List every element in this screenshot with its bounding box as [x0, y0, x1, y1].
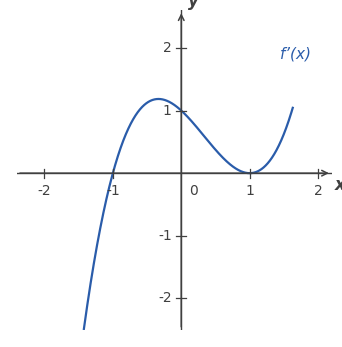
Text: 2: 2 — [314, 184, 323, 198]
Text: 2: 2 — [163, 41, 172, 55]
Text: 1: 1 — [245, 184, 254, 198]
Text: 0: 0 — [189, 184, 198, 198]
Text: -1: -1 — [106, 184, 120, 198]
Text: y: y — [188, 0, 199, 10]
Text: f’(x): f’(x) — [280, 47, 313, 62]
Text: x: x — [335, 176, 342, 194]
Text: 1: 1 — [163, 103, 172, 118]
Text: -2: -2 — [158, 291, 172, 305]
Text: -1: -1 — [158, 229, 172, 243]
Text: -2: -2 — [38, 184, 51, 198]
